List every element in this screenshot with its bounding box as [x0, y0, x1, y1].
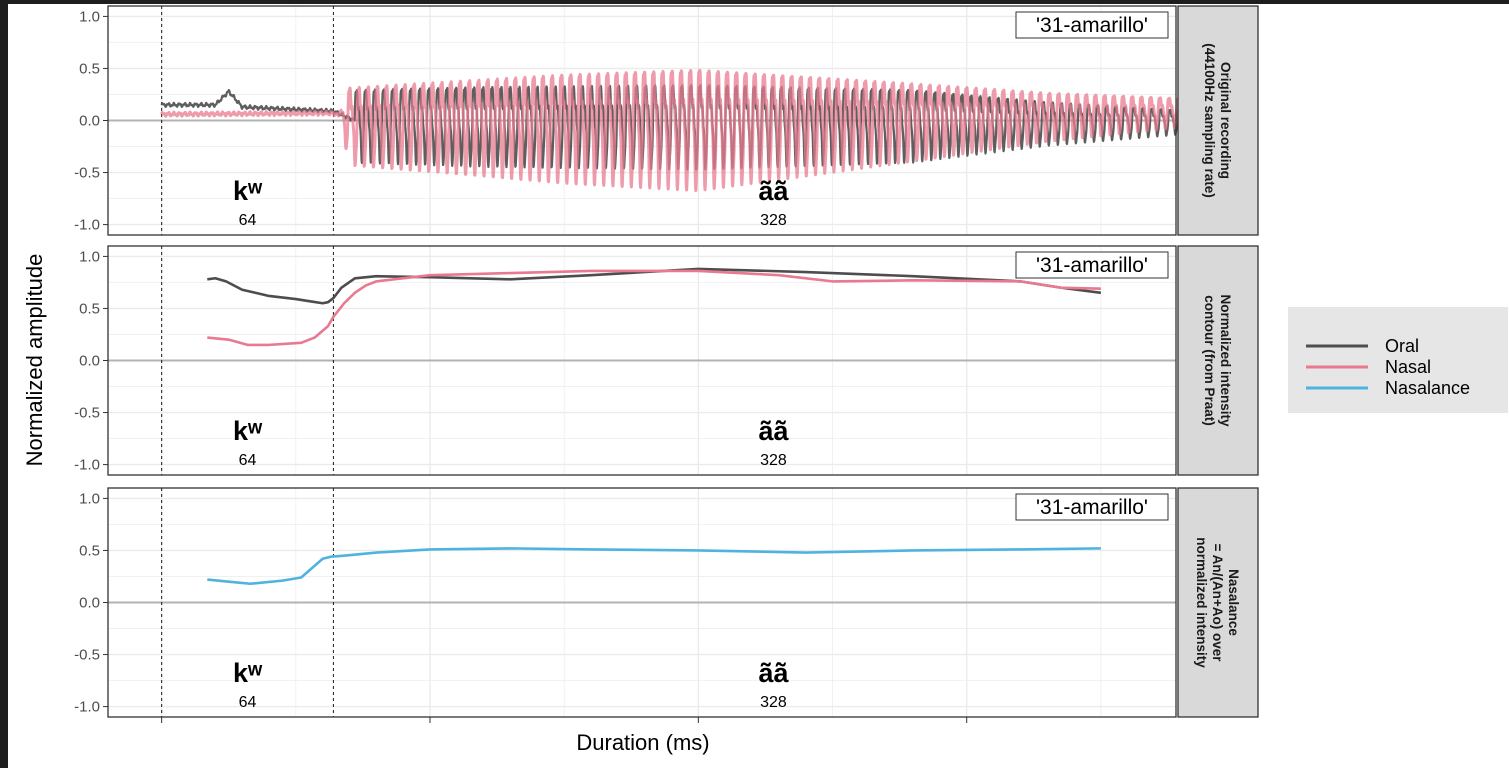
word-label-box [1015, 493, 1169, 521]
facet-strip-label: Nasalance= An/(An+Ao) overnormalized int… [1194, 537, 1241, 668]
segment-duration: 64 [239, 452, 257, 469]
y-tick-label: -0.5 [74, 165, 100, 182]
segment-duration: 328 [760, 212, 787, 229]
segment-symbol: kʷ [233, 658, 263, 688]
y-tick-label: -1.0 [74, 457, 100, 474]
legend-label-nasalance: Nasalance [1385, 378, 1470, 398]
y-tick-label: 1.0 [79, 248, 100, 265]
y-tick-label: 0.5 [79, 542, 100, 559]
y-tick-label: -1.0 [74, 217, 100, 234]
facet-strip: Nasalance= An/(An+Ao) overnormalized int… [1177, 487, 1259, 718]
word-label-box [1015, 251, 1169, 279]
facet-strip-label-line: (44100Hz sampling rate) [1202, 43, 1217, 198]
facet-strip-background [1177, 5, 1259, 236]
left-edge-bar [0, 0, 8, 768]
facet-strip-label: Normalized intensitycontour (from Praat) [1202, 294, 1233, 427]
segment-symbol: ã̃ã̀ [758, 176, 789, 206]
word-label: '31-amarillo' [1015, 493, 1169, 521]
panel-grid [108, 246, 1176, 475]
panel-2: kʷ 64 ã̃ã̀ 328 '31-amarillo' 1.0 0.5 0.0 -0.5 -1.… [74, 245, 1259, 476]
series-nasal-line [207, 269, 1101, 347]
word-label-box [1015, 11, 1169, 39]
segment-duration: 64 [239, 212, 257, 229]
y-tick-label: 1.0 [79, 490, 100, 507]
segment-symbol: kʷ [233, 416, 263, 446]
segment-duration: 328 [760, 452, 787, 469]
y-tick-label: -1.0 [74, 699, 100, 716]
y-tick-label: 0.0 [79, 113, 100, 130]
facet-strip: Normalized intensitycontour (from Praat) [1177, 245, 1259, 476]
series-nasal-waveform [160, 68, 1216, 193]
word-label-text: '31-amarillo' [1036, 14, 1148, 37]
facet-strip-label-line: Nasalance [1226, 569, 1241, 636]
facet-strip-background [1177, 245, 1259, 476]
y-tick-label: -0.5 [74, 647, 100, 664]
y-tick-label: 1.0 [79, 8, 100, 25]
segment-symbol: ã̃ã̀ [758, 416, 789, 446]
legend-background [1288, 307, 1508, 413]
word-label-text: '31-amarillo' [1036, 496, 1148, 519]
facet-strip-label-line: Original recording [1218, 62, 1233, 179]
facet-strip-label-line: Normalized intensity [1218, 294, 1233, 427]
panel-1: kʷ 64 ã̃ã̀ 328 '31-amarillo' 1.0 0.5 0.0 -0.5 -1.… [74, 5, 1259, 236]
facet-strip-label-line: = An/(An+Ao) over [1210, 543, 1225, 662]
segment-symbol: ã̃ã̀ [758, 658, 789, 688]
series-nasalance-line [207, 547, 1101, 586]
facet-strip-label-line: contour (from Praat) [1202, 295, 1217, 426]
facet-strip-label: Original recording(44100Hz sampling rate… [1202, 43, 1233, 198]
word-label: '31-amarillo' [1015, 11, 1169, 39]
panel-grid [108, 6, 1176, 235]
x-axis-title: Duration (ms) [576, 730, 709, 755]
x-axis [161, 717, 968, 723]
panel-3: kʷ 64 ã̃ã̀ 328 '31-amarillo' 1.0 0.5 0.0 -0.5 -1.… [74, 487, 1259, 718]
series-oral-line [207, 267, 1102, 305]
facet-strip-background [1177, 487, 1259, 718]
facet-strip: Original recording(44100Hz sampling rate… [1177, 5, 1259, 236]
y-tick-label: 0.5 [79, 60, 100, 77]
chart-panels: kʷ 64 ã̃ã̀ 328 '31-amarillo' 1.0 0.5 0.0 -0.5 -1.… [74, 5, 1259, 718]
facet-strip-label-line: normalized intensity [1194, 537, 1209, 668]
y-tick-label: 0.0 [79, 595, 100, 612]
top-edge-bar [0, 0, 1509, 4]
y-tick-label: 0.5 [79, 300, 100, 317]
segment-duration: 328 [760, 694, 787, 711]
legend-label-oral: Oral [1385, 336, 1419, 356]
word-label-text: '31-amarillo' [1036, 254, 1148, 277]
legend-label-nasal: Nasal [1385, 357, 1431, 377]
segment-symbol: kʷ [233, 176, 263, 206]
word-label: '31-amarillo' [1015, 251, 1169, 279]
y-tick-label: 0.0 [79, 353, 100, 370]
y-axis-title: Normalized amplitude [22, 254, 47, 467]
y-tick-label: -0.5 [74, 405, 100, 422]
segment-duration: 64 [239, 694, 257, 711]
